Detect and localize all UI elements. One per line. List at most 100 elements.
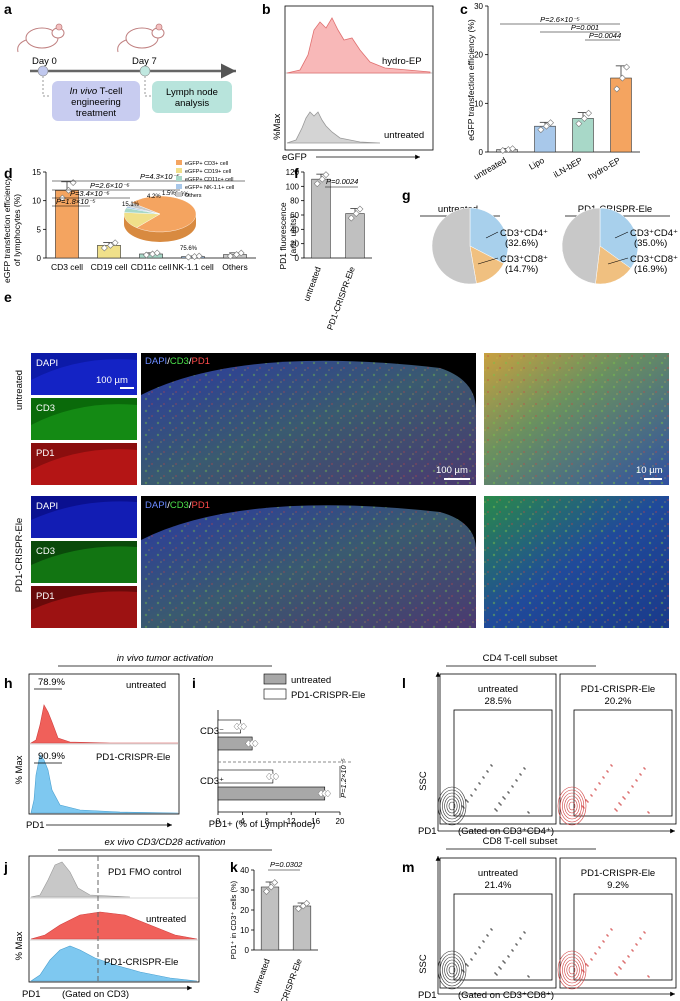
l-event [582, 806, 584, 808]
m-event [644, 932, 646, 934]
l-event [644, 768, 646, 770]
m-event [643, 931, 645, 933]
svg-text:PD1: PD1 [418, 990, 436, 1001]
b-ylabel: %Max [272, 113, 283, 140]
svg-text:eGFP transfection efficiency (: eGFP transfection efficiency (%) [466, 19, 476, 141]
svg-text:(Gated on CD3⁺CD4⁺): (Gated on CD3⁺CD4⁺) [458, 826, 554, 837]
d-point [69, 179, 77, 187]
m-contour [439, 953, 465, 987]
l-contour [559, 789, 585, 823]
m-event [516, 944, 518, 946]
d-legend-label: eGFP+ NK-1.1+ cell [185, 185, 234, 191]
k-point [267, 883, 275, 891]
mouse-icon [17, 23, 65, 53]
l-plot-frame [559, 673, 677, 825]
svg-text:(35.0%): (35.0%) [634, 238, 667, 249]
d-point [100, 244, 108, 252]
svg-text:CD3: CD3 [36, 546, 55, 557]
f-point [356, 205, 364, 213]
hist-j-treated [30, 945, 198, 982]
l-event [503, 797, 505, 799]
panel-c: c eGFP transfection efficiency (%) 0 10 20… [460, 1, 640, 182]
l-event [581, 805, 583, 807]
l-contour [564, 795, 580, 817]
c-point [575, 120, 583, 128]
d-point [111, 239, 119, 247]
svg-text:PD1-CRISPR-Ele: PD1-CRISPR-Ele [96, 752, 170, 763]
m-event [622, 960, 624, 962]
svg-text:PD1-CRISPR-Ele: PD1-CRISPR-Ele [291, 690, 365, 701]
svg-text:90.9%: 90.9% [38, 751, 65, 762]
f-tick-label: 80 [290, 197, 299, 206]
l-event [631, 785, 633, 787]
d-point [107, 241, 114, 249]
m-event [503, 961, 505, 963]
svg-text:CD3⁺: CD3⁺ [200, 776, 224, 787]
c-tick-label: 0 [479, 148, 484, 157]
svg-text:SSC: SSC [418, 771, 429, 791]
m-event [475, 953, 477, 955]
l-contour [568, 801, 576, 811]
d-point [153, 249, 161, 257]
svg-text:PD1⁺ in CD3⁺ cells (%): PD1⁺ in CD3⁺ cells (%) [229, 880, 238, 959]
c-tick-label: 20 [474, 51, 483, 60]
l-event [508, 792, 510, 794]
l-event [519, 773, 521, 775]
l-event [463, 807, 465, 809]
m-event [602, 940, 604, 942]
m-event [594, 952, 596, 954]
m-event [579, 977, 581, 979]
c-point [613, 85, 621, 93]
svg-text:(32.6%): (32.6%) [505, 238, 538, 249]
m-plot-frame [559, 857, 677, 989]
d-legend-label: eGFP+ CD19+ cell [185, 169, 231, 175]
f-tick-label: 100 [286, 182, 300, 191]
m-event [523, 931, 525, 933]
d-pie-label: 3.6% [175, 192, 189, 198]
l-event [599, 783, 601, 785]
svg-text:eGFP transfection efficiency: eGFP transfection efficiency [2, 176, 12, 283]
svg-text:hydro-EP: hydro-EP [382, 56, 422, 67]
j-header: ex vivo CD3/CD28 activation [105, 837, 226, 848]
m-event [610, 928, 612, 930]
c-tick-label: 30 [474, 2, 483, 11]
d-pie-label: 75.6% [180, 246, 198, 252]
f-category-label: PD1-CRISPR-Ele [325, 265, 357, 331]
i-point [324, 789, 332, 798]
d-point [142, 251, 150, 259]
d-pie-slice [127, 202, 161, 215]
l-event [482, 776, 484, 778]
l-contour [439, 789, 465, 823]
m-event [583, 971, 585, 973]
panel-l-label: l [402, 675, 406, 691]
d-category-label: NK-1.1 cell [172, 262, 214, 272]
f-bar [311, 178, 331, 259]
m-event [462, 970, 464, 972]
d-category-label: Others [222, 262, 248, 272]
d-bar [97, 245, 121, 259]
d-point [65, 186, 72, 194]
m-event [585, 963, 587, 965]
c-category-label: Lipo [527, 155, 546, 172]
m-event [479, 947, 481, 949]
m-event [507, 955, 509, 957]
svg-text:engineering: engineering [71, 97, 121, 108]
m-event [515, 943, 517, 945]
i-tick-label: 4 [240, 817, 245, 826]
m-event [595, 953, 597, 955]
d-legend-swatch [176, 168, 182, 173]
svg-text:CD3: CD3 [36, 403, 55, 414]
m-gate-percent: 9.2% [607, 880, 629, 891]
l-event [603, 777, 605, 779]
svg-text:Lymph node: Lymph node [166, 87, 218, 98]
m-event [632, 950, 634, 952]
l-event [491, 765, 493, 767]
m-event [461, 969, 463, 971]
l-event [490, 764, 492, 766]
m-event [619, 967, 621, 969]
d-point [195, 252, 203, 260]
svg-text:CD8 T-cell subset: CD8 T-cell subset [483, 836, 558, 847]
l-event [466, 800, 468, 802]
svg-text:78.9%: 78.9% [38, 677, 65, 688]
